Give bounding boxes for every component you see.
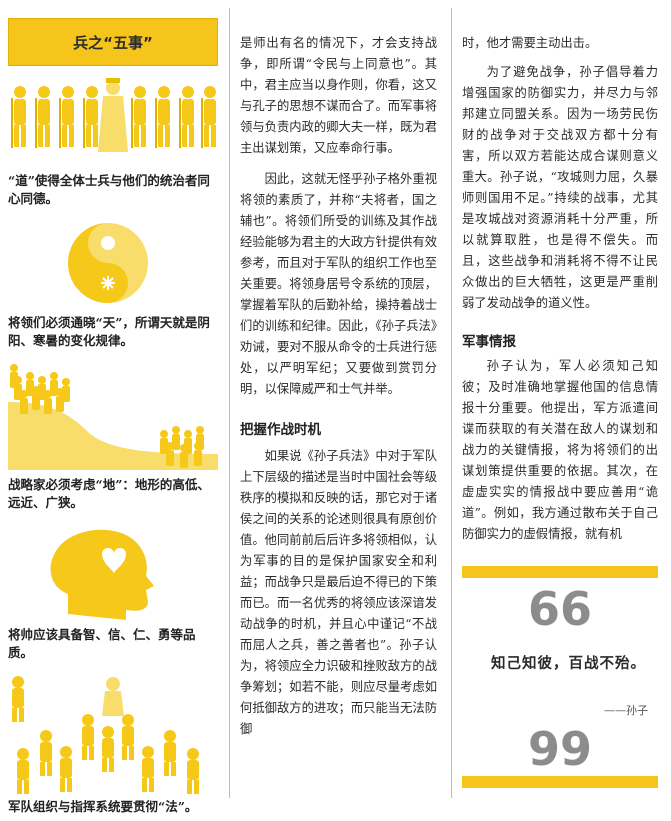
sidebar-five-factors: 兵之“五事” [8, 0, 218, 816]
quote-band-top [462, 566, 658, 578]
paragraph: 时，他才需要主动出击。 [462, 36, 598, 50]
section-heading-timing: 把握作战时机 [240, 422, 321, 438]
paragraph: 孙子认为，军人必须知己知彼；及时准确地掌握他国的信息情报十分重要。他提出，军方派… [462, 359, 658, 541]
yin-yang-icon [8, 220, 218, 306]
close-quote-icon: 99 [527, 722, 592, 776]
open-quote-icon: 66 [527, 582, 592, 636]
soldiers-illustration [8, 76, 218, 168]
pull-quote: 66 知己知彼，百战不殆。 ——孙子 99 [462, 566, 658, 790]
sidebar-title: 兵之“五事” [73, 34, 153, 52]
sidebar-title-box: 兵之“五事” [8, 18, 218, 66]
caption-dao: “道”使得全体士兵与他们的统治者同心同德。 [8, 173, 210, 206]
paragraph: 如果说《孙子兵法》中对于军队上下层级的描述是当时中国社会等级秩序的模拟和反映的话… [240, 449, 437, 736]
paragraph: 因此，这就无怪乎孙子格外重视将领的素质了，并称“夫将者，国之辅也”。将领们所受的… [240, 172, 437, 396]
army-formation-illustration [8, 674, 218, 796]
caption-tian: 将领们必须通晓“天”，所谓天就是阴阳、寒暑的变化规律。 [8, 315, 210, 348]
terrain-illustration [8, 362, 218, 470]
caption-di: 战略家必须考虑“地”：地形的高低、远近、广狭。 [8, 477, 210, 510]
article-column-right: 时，他才需要主动出击。 为了避免战争，孙子倡导着力增强国家的防御实力，并尽力与邻… [462, 33, 658, 545]
quote-band-bottom [462, 776, 658, 788]
article-column-middle: 是师出有名的情况下，才会支持战争，即所谓“令民与上同意也”。其中，君主应当以身作… [240, 33, 437, 740]
column-rule [451, 8, 452, 798]
caption-jiang: 将帅应该具备智、信、仁、勇等品质。 [8, 627, 196, 660]
paragraph: 是师出有名的情况下，才会支持战争，即所谓“令民与上同意也”。其中，君主应当以身作… [240, 36, 437, 155]
quote-attribution: ——孙子 [604, 704, 648, 717]
quote-text: 知己知彼，百战不殆。 [491, 656, 646, 672]
head-heart-icon [8, 524, 218, 624]
column-rule [229, 8, 230, 798]
paragraph: 为了避免战争，孙子倡导着力增强国家的防御实力，并尽力与邻邦建立同盟关系。因为一场… [462, 65, 658, 310]
section-heading-intelligence: 军事情报 [462, 334, 516, 350]
caption-fa: 军队组织与指挥系统要贯彻“法”。 [8, 799, 198, 814]
